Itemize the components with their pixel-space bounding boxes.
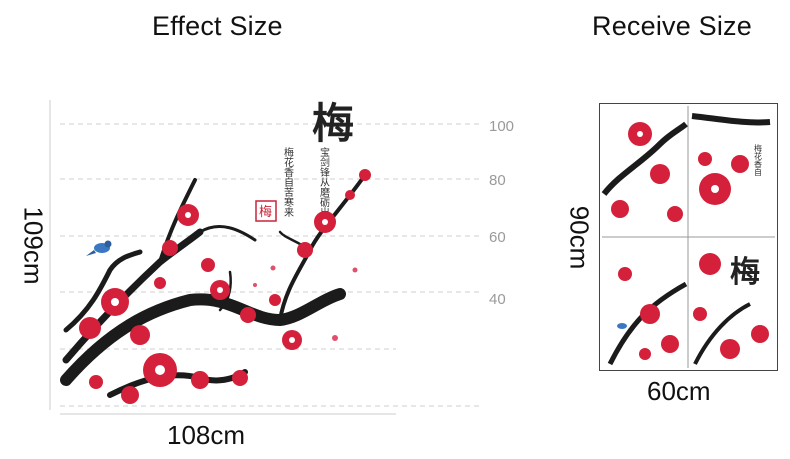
tick-label: 40 — [489, 291, 506, 308]
panel-top-left — [601, 121, 688, 222]
bird-icon — [86, 240, 112, 256]
branches — [60, 173, 367, 398]
falling-petals — [253, 265, 358, 341]
svg-text:梅: 梅 — [730, 255, 760, 290]
blossom-centers — [111, 212, 328, 375]
effect-size-heading: Effect Size — [152, 11, 283, 41]
poem-column-1: 宝剑锋从磨砺出 — [318, 146, 330, 217]
red-seal — [255, 200, 277, 222]
tick-label: 100 — [489, 118, 515, 135]
panel-bottom-left — [607, 267, 688, 366]
poem-calligraphy: 宝剑锋从磨砺出 梅花香自苦寒来 — [282, 146, 330, 218]
panel-top-right: 梅花香自 — [691, 113, 771, 205]
receive-size-heading: Receive Size — [592, 11, 752, 41]
tick-label: 80 — [489, 172, 506, 189]
receive-package: 梅花香自 梅 — [599, 103, 778, 371]
receive-panels: 梅花香自 梅 — [601, 106, 775, 368]
tick-label: 60 — [489, 229, 506, 246]
seal-glyph: 梅 — [259, 205, 272, 220]
title-calligraphy: 梅 — [312, 99, 354, 148]
grid-lines — [60, 123, 482, 407]
svg-text:梅花香自: 梅花香自 — [754, 143, 763, 177]
receive-width-label: 60cm — [647, 376, 711, 406]
poem-column-2: 梅花香自苦寒来 — [282, 146, 294, 218]
effect-width-label: 108cm — [167, 420, 246, 450]
panel-bottom-right: 梅 — [693, 253, 769, 365]
